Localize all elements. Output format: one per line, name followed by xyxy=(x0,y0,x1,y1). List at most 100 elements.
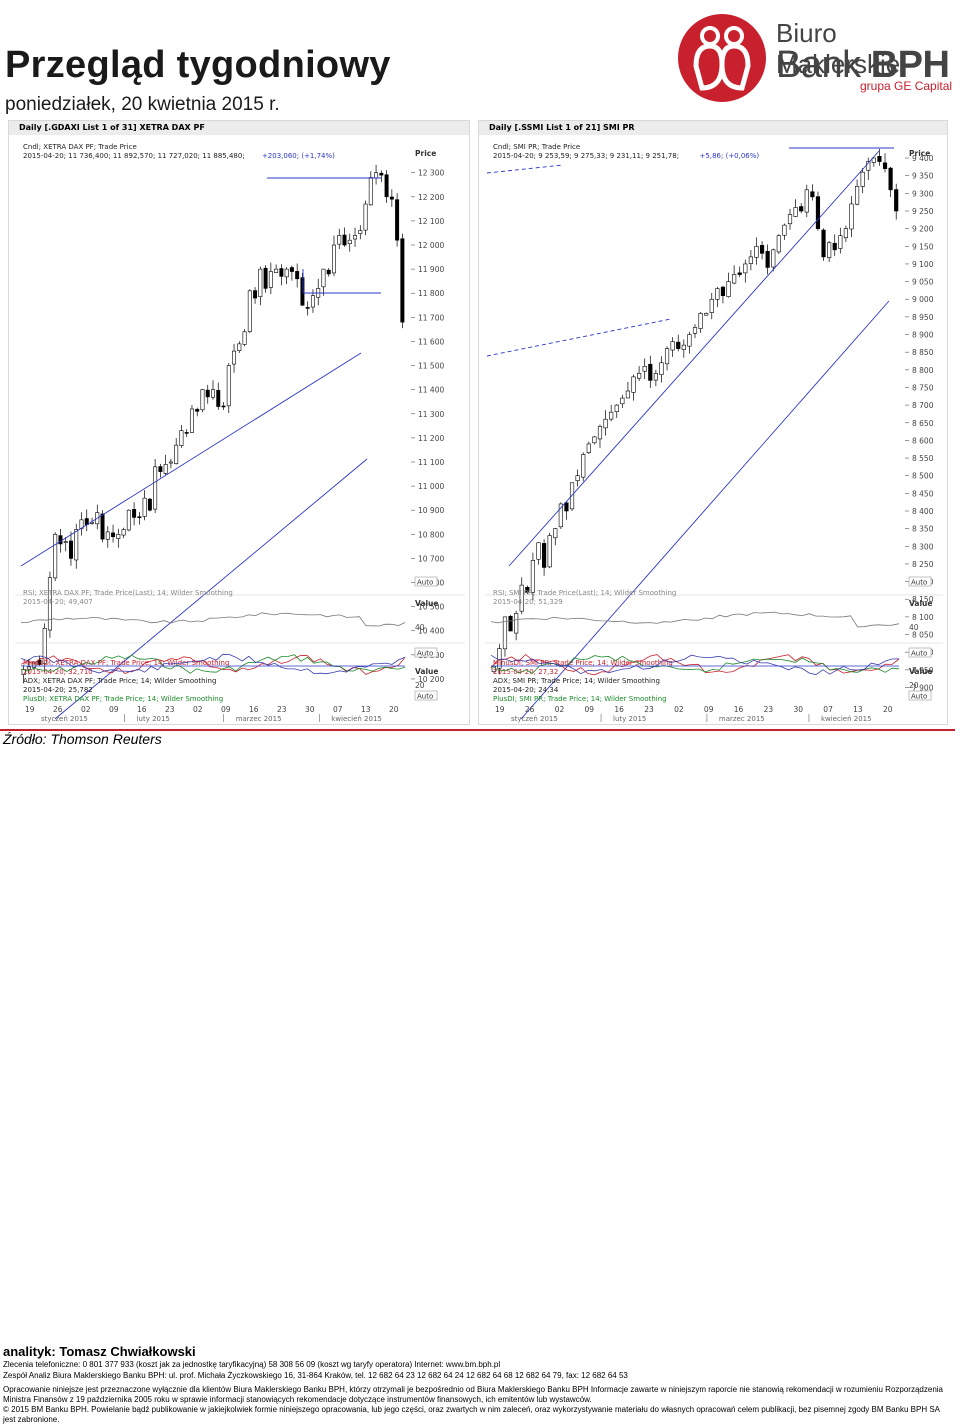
x-tick-label: 09 xyxy=(221,705,231,714)
x-month-label: kwiecień 2015 xyxy=(331,715,382,723)
candle-body xyxy=(603,418,608,429)
x-month-label: marzec 2015 xyxy=(236,715,282,723)
candle-body xyxy=(100,513,105,540)
dax-panel-title: Daily [.GDAXI List 1 of 31] XETRA DAX PF xyxy=(9,121,469,135)
disclaimer-2: © 2015 BM Banku BPH. Powielanie bądź pub… xyxy=(3,1405,940,1424)
candle-body xyxy=(158,466,163,472)
candle-body xyxy=(326,269,331,275)
y-tick-label: 11 900 xyxy=(418,265,444,274)
dmi-tick-label: 20 xyxy=(415,681,425,690)
analyst-name: analityk: Tomasz Chwiałkowski xyxy=(3,1344,196,1359)
candle-body xyxy=(737,272,742,275)
candle-body xyxy=(321,268,326,288)
candle-body xyxy=(614,404,619,412)
candle-body xyxy=(776,235,781,253)
candle-body xyxy=(121,529,126,536)
y-tick-label: 7 950 xyxy=(912,666,934,675)
price-auto-box xyxy=(908,576,932,587)
rsi-tick-label: 40 xyxy=(415,623,425,632)
candle-body xyxy=(184,432,189,434)
candle-body xyxy=(200,389,205,411)
candle-body xyxy=(854,185,860,205)
rsi-tick-label: 40 xyxy=(909,623,919,632)
y-tick-label: 11 100 xyxy=(418,458,444,467)
x-tick-label: 20 xyxy=(883,705,893,714)
candle-body xyxy=(353,235,358,240)
y-tick-label: 10 700 xyxy=(418,554,444,563)
candle-body xyxy=(295,271,300,280)
y-tick-label: 8 300 xyxy=(912,542,934,551)
data-source: Źródło: Thomson Reuters xyxy=(3,731,162,747)
candle-body xyxy=(268,271,273,288)
dmi-auto-bottom-box xyxy=(414,690,438,701)
dax-chart: Cndl; XETRA DAX PF; Trade Price2015-04-2… xyxy=(15,143,465,723)
candle-body xyxy=(216,389,221,407)
adx-legend: ADX; SMI PR; Trade Price; 14; Wilder Smo… xyxy=(493,677,660,685)
candle-body xyxy=(379,172,384,176)
rsi-value: 2015-04-20; 51,329 xyxy=(493,598,563,606)
x-tick-label: 16 xyxy=(137,705,147,714)
y-tick-label: 10 200 xyxy=(418,675,444,684)
logo-tagline: grupa GE Capital xyxy=(860,79,953,93)
candle-body xyxy=(289,267,294,272)
price-auto-box xyxy=(414,576,438,587)
y-tick-label: 11 800 xyxy=(418,289,444,298)
candle-body xyxy=(168,461,173,464)
y-tick-label: 9 000 xyxy=(912,295,934,304)
candle-body xyxy=(882,162,888,169)
y-tick-label: 8 650 xyxy=(912,419,934,428)
candle-body xyxy=(374,172,379,179)
candle-body xyxy=(748,256,753,264)
trend-line xyxy=(486,164,564,174)
candle-body xyxy=(581,454,586,478)
y-tick-label: 8 350 xyxy=(912,525,934,534)
candle-body xyxy=(263,267,268,289)
x-tick-label: 19 xyxy=(25,705,35,714)
candle-body xyxy=(58,535,63,545)
dmi-auto-bottom-label: Auto xyxy=(417,693,433,701)
y-tick-label: 8 900 xyxy=(912,331,934,340)
candle-body xyxy=(620,397,625,405)
y-tick-label: 12 300 xyxy=(418,169,444,178)
y-tick-label: 11 600 xyxy=(418,337,444,346)
candle-body xyxy=(389,196,394,200)
candle-body xyxy=(342,234,347,246)
rsi-legend: RSI; SMI PR; Trade Price(Last); 14; Wild… xyxy=(493,589,676,597)
candle-body xyxy=(810,191,815,198)
y-tick-label: 8 250 xyxy=(912,560,934,569)
x-tick-label: 13 xyxy=(361,705,371,714)
x-tick-label: 02 xyxy=(193,705,203,714)
minusdi-value: 2015-04-20; 32,710 xyxy=(23,668,93,676)
y-tick-label: 8 550 xyxy=(912,454,934,463)
disclaimer-1: Opracowanie niniejsze jest przeznaczone … xyxy=(3,1385,943,1404)
candle-body xyxy=(163,464,168,474)
candle-body xyxy=(676,341,681,349)
y-tick-label: 10 900 xyxy=(418,506,444,515)
candle-body xyxy=(179,430,184,446)
dmi-line-2 xyxy=(20,653,406,675)
candle-body xyxy=(305,307,310,309)
y-tick-label: 8 150 xyxy=(912,595,934,604)
candle-body xyxy=(793,207,798,217)
y-tick-label: 12 200 xyxy=(418,193,444,202)
candle-body xyxy=(42,628,47,664)
y-tick-label: 8 750 xyxy=(912,383,934,392)
footer-disclaimer: Opracowanie niniejsze jest przeznaczone … xyxy=(3,1385,953,1425)
candle-body xyxy=(211,389,215,398)
dmi-axis-title: Value xyxy=(909,667,932,676)
candle-body xyxy=(232,350,237,365)
y-tick-label: 9 200 xyxy=(912,225,934,234)
y-tick-label: 11 700 xyxy=(418,313,444,322)
y-tick-label: 9 300 xyxy=(912,189,934,198)
candle-body xyxy=(720,286,726,297)
candle-body xyxy=(63,541,68,543)
candle-body xyxy=(47,577,52,631)
candle-body xyxy=(247,290,252,332)
candle-body xyxy=(670,341,675,351)
x-tick-label: 13 xyxy=(853,705,863,714)
candle-body xyxy=(726,281,731,297)
candle-body xyxy=(704,313,709,316)
separator-line xyxy=(0,729,955,731)
candle-body xyxy=(871,157,876,163)
candle-body xyxy=(698,313,703,329)
